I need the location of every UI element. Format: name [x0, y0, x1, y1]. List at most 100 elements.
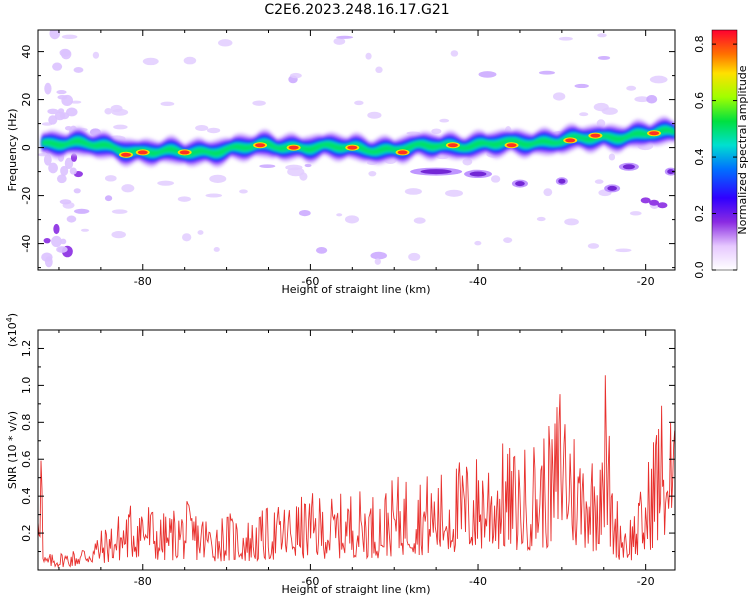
heatmap-blob [634, 96, 650, 103]
spectrogram-y-label: Frequency (Hz) [6, 109, 19, 192]
heatmap-blob [111, 231, 126, 239]
snr-plot-area [38, 330, 675, 570]
heatmap-blob [607, 185, 617, 191]
snr-series-line [38, 375, 675, 568]
snr-x-label: Height of straight line (km) [281, 583, 430, 596]
heatmap-blob [439, 118, 450, 123]
heatmap-blob [92, 51, 100, 59]
heatmap-hotspot-core [179, 150, 190, 155]
snr-panel: -80 -60 -40 -20 0.2 0.4 0.6 0.8 1.0 1.2 Height of… [5, 313, 676, 596]
heatmap-blob [59, 48, 71, 57]
heatmap-blob [157, 180, 175, 186]
snr-scale-note: (x104) [5, 313, 19, 347]
heatmap-blob [104, 195, 113, 202]
heatmap-blob [344, 215, 360, 224]
heatmap-blob [252, 100, 266, 106]
heatmap-blob [289, 72, 302, 79]
heatmap-blob [52, 62, 63, 71]
heatmap-blob [48, 162, 58, 174]
heatmap-blob [413, 217, 426, 224]
heatmap-blob [44, 82, 52, 95]
spectrogram-frame [37, 29, 676, 271]
colorbar-tick-label: 0.2 [693, 205, 706, 223]
y-tick-label: 0.4 [20, 487, 33, 505]
heatmap-blob [195, 125, 209, 131]
x-tick-label: -40 [469, 275, 487, 288]
heatmap-blob [579, 112, 589, 117]
snr-ticks: -80 -60 -40 -20 0.2 0.4 0.6 0.8 1.0 1.2 [20, 329, 675, 588]
heatmap-blob [61, 34, 78, 39]
heatmap-blob [56, 246, 68, 253]
heatmap-blob [469, 171, 487, 177]
heatmap-blob [629, 211, 642, 216]
heatmap-blob [450, 50, 459, 57]
heatmap-blob [538, 70, 555, 75]
heatmap-blob [667, 169, 675, 175]
heatmap-hotspot-core [397, 150, 408, 155]
y-tick-label: 0 [20, 144, 33, 151]
heatmap-blob [43, 237, 51, 244]
spectrogram-ticks: -80 -60 -40 -20 40 20 0 -20 -40 [20, 30, 675, 288]
heatmap-blob [49, 30, 61, 40]
heatmap-blob [60, 165, 69, 176]
heatmap-blob [478, 71, 497, 78]
heatmap-blob [197, 230, 204, 235]
heatmap-blob [299, 172, 308, 181]
heatmap-blob [552, 92, 566, 101]
spectrogram-heatmap [38, 30, 675, 268]
heatmap-blob [56, 90, 67, 95]
colorbar-tick-label: 0.0 [693, 261, 706, 279]
heatmap-blob [73, 67, 84, 73]
heatmap-blob [431, 128, 442, 135]
heatmap-blob [60, 238, 67, 245]
heatmap-blob [474, 240, 482, 246]
heatmap-blob [336, 35, 354, 39]
heatmap-hotspot-core [255, 143, 266, 148]
heatmap-blob [70, 153, 78, 162]
heatmap-blob [205, 193, 223, 198]
heatmap-blob [213, 247, 220, 252]
heatmap-blob [113, 124, 128, 130]
heatmap-blob [367, 111, 382, 119]
heatmap-blob [66, 215, 77, 223]
heatmap-blob [298, 209, 311, 217]
x-tick-label: -80 [134, 575, 152, 588]
heatmap-blob [336, 213, 343, 217]
x-tick-label: -60 [301, 575, 319, 588]
x-tick-label: -60 [301, 275, 319, 288]
x-tick-label: -20 [637, 575, 655, 588]
heatmap-blob [48, 115, 58, 125]
spectrogram-x-label: Height of straight line (km) [281, 283, 430, 296]
heatmap-band [42, 127, 675, 157]
y-tick-label: 0.6 [20, 450, 33, 468]
y-tick-label: 40 [20, 45, 33, 59]
heatmap-blob [622, 164, 635, 170]
heatmap-hotspot-core [137, 150, 148, 155]
heatmap-blob [564, 218, 579, 226]
heatmap-blob [503, 237, 513, 243]
snr-y-label: SNR (10 * v/v) [6, 411, 19, 489]
heatmap-blob [239, 189, 248, 194]
heatmap-blob [56, 174, 67, 184]
colorbar-tick-label: 0.8 [693, 35, 706, 53]
heatmap-blob [209, 174, 227, 183]
heatmap-blob [259, 164, 276, 169]
heatmap-blob [593, 102, 609, 112]
heatmap-blob [104, 108, 113, 115]
heatmap-blob [420, 169, 452, 175]
heatmap-blob [41, 252, 53, 262]
heatmap-blob [657, 202, 668, 209]
heatmap-blob [646, 94, 658, 104]
heatmap-blob [54, 111, 66, 121]
heatmap-blob [640, 197, 651, 204]
heatmap-blob [66, 107, 78, 117]
heatmap-hotspot-core [288, 145, 299, 150]
heatmap-blob [354, 100, 364, 106]
heatmap-hotspot-core [565, 138, 576, 143]
colorbar: 0.0 0.2 0.4 0.6 0.8 Normalized spectral ampl… [693, 29, 749, 279]
heatmap-blob [177, 196, 191, 202]
heatmap-blob [59, 199, 72, 205]
heatmap-blob [64, 125, 73, 131]
heatmap-blob [574, 83, 589, 89]
